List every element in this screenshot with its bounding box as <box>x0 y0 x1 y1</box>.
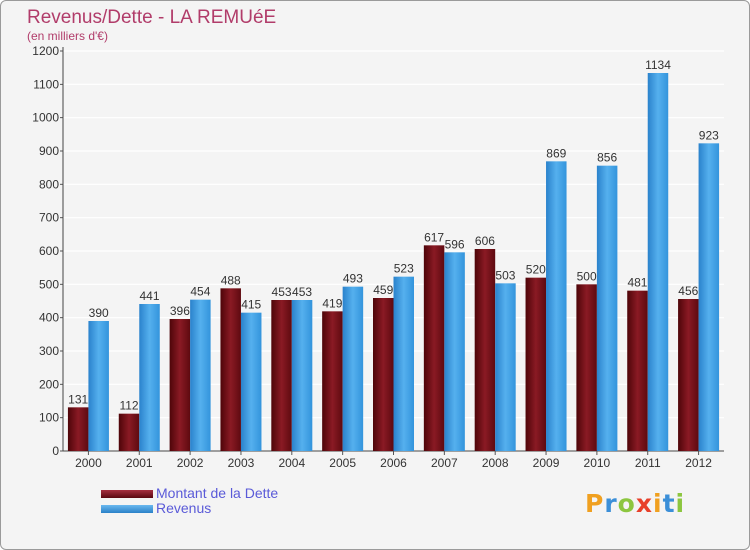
legend-label-dette: Montant de la Dette <box>156 485 279 501</box>
logo-letter: o <box>617 489 636 518</box>
x-tick-label: 2005 <box>329 456 356 470</box>
bar-dette <box>67 407 89 451</box>
logo-letter: x <box>635 489 653 518</box>
value-label-revenus: 1134 <box>645 58 671 72</box>
bar-dette <box>474 249 496 451</box>
value-label-dette: 456 <box>678 284 698 298</box>
bar-revenus <box>444 252 465 451</box>
legend-swatch-revenus <box>101 505 153 513</box>
value-label-revenus: 390 <box>89 306 109 320</box>
x-tick-label: 2004 <box>278 456 305 470</box>
logo-letter: i <box>653 489 663 518</box>
chart-subtitle: (en milliers d'€) <box>27 29 108 43</box>
bar-dette <box>118 413 140 451</box>
value-label-revenus: 923 <box>699 128 719 142</box>
bar-revenus <box>342 286 364 451</box>
bar-revenus <box>596 165 618 451</box>
bar-revenus <box>698 143 720 452</box>
y-tick-label: 900 <box>39 144 59 158</box>
legend-swatch-dette <box>101 490 153 498</box>
logo-letter: r <box>604 489 618 518</box>
bar-revenus <box>190 299 211 451</box>
bar-dette <box>678 299 699 451</box>
bar-revenus <box>546 161 567 452</box>
x-tick-label: 2012 <box>685 456 712 470</box>
y-tick-label: 1200 <box>32 44 59 58</box>
logo-letter: t <box>662 489 676 518</box>
x-tick-label: 2002 <box>177 456 204 470</box>
value-label-revenus: 869 <box>546 146 566 160</box>
value-label-dette: 617 <box>424 230 444 244</box>
y-tick-label: 600 <box>39 244 59 258</box>
value-label-revenus: 523 <box>394 262 414 276</box>
value-label-dette: 453 <box>272 285 292 299</box>
proxiti-logo: Proxiti <box>585 489 685 518</box>
logo-letter: P <box>585 489 605 518</box>
value-label-dette: 500 <box>577 269 597 283</box>
bar-dette <box>271 300 292 451</box>
x-tick-label: 2003 <box>228 456 255 470</box>
value-label-dette: 481 <box>627 276 647 290</box>
bar-dette <box>423 245 445 451</box>
y-tick-label: 0 <box>52 444 59 458</box>
value-label-dette: 419 <box>322 296 342 310</box>
value-label-revenus: 415 <box>241 298 261 312</box>
y-tick-label: 800 <box>39 177 59 191</box>
y-tick-label: 100 <box>39 411 59 425</box>
bar-dette <box>373 298 394 451</box>
y-tick-label: 700 <box>39 211 59 225</box>
x-tick-label: 2007 <box>431 456 458 470</box>
bar-dette <box>576 284 597 451</box>
value-label-revenus: 596 <box>445 237 465 251</box>
value-label-dette: 459 <box>373 283 393 297</box>
value-label-revenus: 441 <box>140 289 160 303</box>
x-tick-label: 2006 <box>380 456 407 470</box>
bar-revenus <box>647 73 669 451</box>
bar-dette <box>169 319 191 451</box>
x-tick-label: 2001 <box>126 456 153 470</box>
value-label-dette: 131 <box>68 392 88 406</box>
x-tick-label: 2010 <box>584 456 611 470</box>
bar-revenus <box>495 283 516 451</box>
y-tick-label: 1000 <box>32 111 59 125</box>
value-label-revenus: 453 <box>292 285 312 299</box>
chart-title: Revenus/Dette - LA REMUéE <box>27 7 277 28</box>
x-tick-label: 2011 <box>635 456 661 470</box>
bar-revenus <box>291 300 313 451</box>
bar-revenus <box>393 276 414 451</box>
value-label-dette: 520 <box>526 263 546 277</box>
bar-revenus <box>139 304 160 451</box>
x-tick-label: 2000 <box>75 456 102 470</box>
bar-revenus <box>240 312 262 451</box>
logo-letter: i <box>675 489 686 518</box>
bar-revenus <box>88 321 109 451</box>
bar-dette <box>220 288 241 451</box>
y-tick-label: 200 <box>39 377 59 391</box>
y-tick-label: 300 <box>39 344 59 358</box>
x-tick-label: 2008 <box>482 456 509 470</box>
value-label-dette: 606 <box>475 234 495 248</box>
value-label-dette: 488 <box>221 273 241 287</box>
value-label-dette: 112 <box>119 399 138 413</box>
value-label-revenus: 454 <box>190 285 210 299</box>
bar-dette <box>322 311 343 451</box>
y-tick-label: 500 <box>39 277 59 291</box>
bar-dette <box>525 277 547 451</box>
value-label-dette: 396 <box>170 304 190 318</box>
legend-label-revenus: Revenus <box>156 500 212 516</box>
value-label-revenus: 493 <box>343 272 363 286</box>
x-tick-label: 2009 <box>533 456 560 470</box>
y-tick-label: 400 <box>39 311 59 325</box>
value-label-revenus: 503 <box>495 268 515 282</box>
value-label-revenus: 856 <box>597 151 617 165</box>
y-tick-label: 1100 <box>33 77 59 91</box>
bar-dette <box>627 290 648 451</box>
